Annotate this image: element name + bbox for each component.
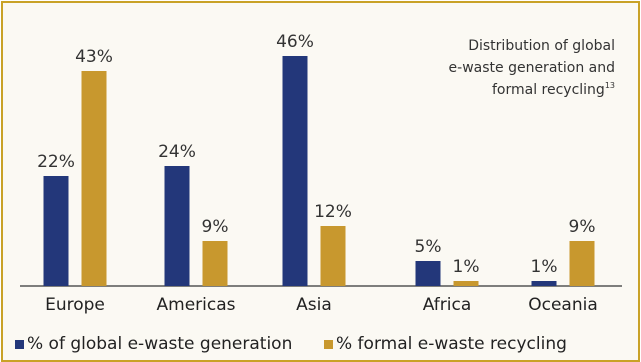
data-label-series1-asia: 46% xyxy=(276,32,314,52)
data-label-series2-oceania: 9% xyxy=(569,217,596,237)
chart-title-footnote: 13 xyxy=(605,81,615,90)
bar-series1-oceania xyxy=(531,281,557,286)
legend-label-2: % formal e-waste recycling xyxy=(336,334,567,354)
legend: % of global e-waste generation % formal e… xyxy=(15,334,567,354)
bar-series1-europe xyxy=(43,176,69,286)
data-label-series2-asia: 12% xyxy=(314,202,352,222)
bar-series2-americas xyxy=(202,241,228,286)
chart-title-line-2: e-waste generation and xyxy=(449,60,615,76)
category-label-oceania: Oceania xyxy=(528,295,598,315)
bar-series1-asia xyxy=(282,56,308,286)
category-label-europe: Europe xyxy=(45,295,105,315)
bar-series2-asia xyxy=(320,226,346,286)
chart-title-line-1: Distribution of global xyxy=(468,38,615,54)
data-label-series1-europe: 22% xyxy=(37,152,75,172)
category-labels: Europe Americas Asia Africa Oceania xyxy=(45,295,598,315)
bar-series1-americas xyxy=(164,166,190,286)
data-label-series1-americas: 24% xyxy=(158,142,196,162)
bar-series2-africa xyxy=(453,281,479,286)
category-label-africa: Africa xyxy=(423,295,472,315)
category-label-americas: Americas xyxy=(157,295,236,315)
data-label-series1-oceania: 1% xyxy=(531,257,558,277)
bar-series1-africa xyxy=(415,261,441,286)
bar-series2-europe xyxy=(81,71,107,286)
data-label-series1-africa: 5% xyxy=(415,237,442,257)
bar-series2-oceania xyxy=(569,241,595,286)
chart-title-line-3: formal recycling13 xyxy=(492,81,615,98)
data-label-series2-americas: 9% xyxy=(202,217,229,237)
bars-group: 22% 24% 46% 5% 1% 43% 9% 12% 1% 9% xyxy=(37,32,595,286)
data-label-series2-africa: 1% xyxy=(453,257,480,277)
data-label-series2-europe: 43% xyxy=(75,47,113,67)
legend-swatch-1 xyxy=(15,340,24,349)
chart-title: Distribution of global e-waste generatio… xyxy=(449,38,615,98)
legend-label-1: % of global e-waste generation xyxy=(27,334,292,354)
legend-swatch-2 xyxy=(324,340,333,349)
category-label-asia: Asia xyxy=(296,295,332,315)
